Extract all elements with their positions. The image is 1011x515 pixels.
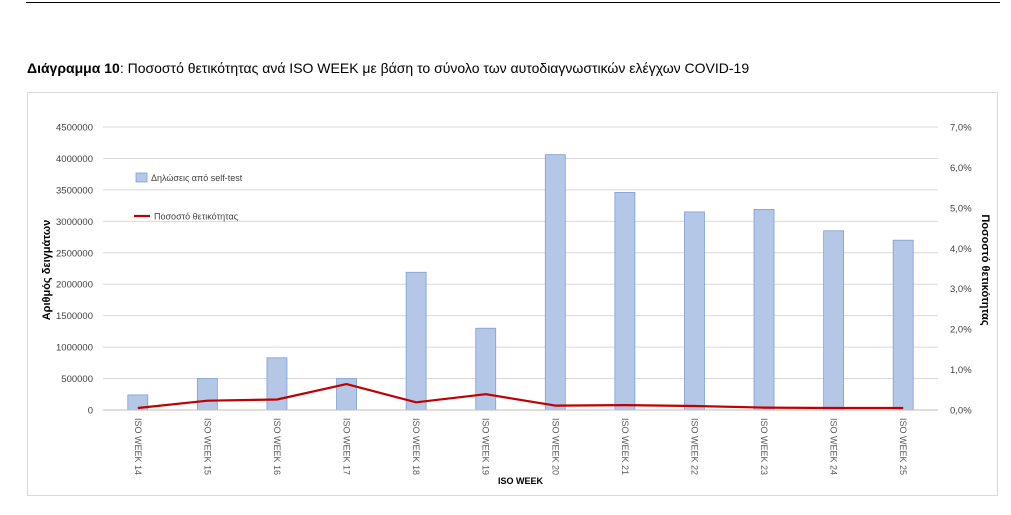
x-tick-label: ISO WEEK 25 [898,418,908,475]
bar [544,154,566,411]
top-rule [26,2,1000,3]
x-tick-label: ISO WEEK 19 [481,418,491,475]
chart-frame [27,92,998,496]
y2-tick-label: 3,0% [950,284,972,295]
bar [823,230,845,411]
y-tick-label: 0 [88,406,93,417]
chart-caption: Διάγραμμα 10: Ποσοστό θετικότητας ανά IS… [27,60,749,76]
x-tick-label: ISO WEEK 17 [342,418,352,475]
y-tick-label: 3000000 [56,217,93,228]
y-tick-label: 1500000 [56,311,93,322]
y-tick-label: 2000000 [56,280,93,291]
y2-tick-label: 4,0% [950,244,972,255]
bar [475,327,497,411]
y-tick-label: 1000000 [56,343,93,354]
y2-tick-label: 6,0% [950,163,972,174]
y2-tick-label: 0,0% [950,406,972,417]
x-tick-label: ISO WEEK 14 [133,418,143,475]
y2-axis-title: Ποσοστό θετικότητας [979,214,991,325]
bar [614,192,636,411]
positivity-line [137,383,904,410]
y2-tick-label: 5,0% [950,203,972,214]
y2-tick-label: 2,0% [950,325,972,336]
y2-tick-label: 1,0% [950,365,972,376]
x-tick-label: ISO WEEK 24 [829,418,839,475]
legend-swatch-bars [135,172,148,183]
y-tick-label: 3500000 [56,185,93,196]
legend-label-bars: Δηλώσεις από self-test [151,173,243,183]
x-tick-label: ISO WEEK 20 [550,418,560,475]
bar [892,239,914,411]
y-tick-label: 4000000 [56,154,93,165]
y-tick-label: 4500000 [56,123,93,134]
x-tick-label: ISO WEEK 16 [272,418,282,475]
bar [405,271,427,411]
x-tick-label: ISO WEEK 21 [620,418,630,475]
x-tick-label: ISO WEEK 23 [759,418,769,475]
x-axis-title: ISO WEEK [498,476,544,486]
y-tick-label: 2500000 [56,248,93,259]
y-tick-label: 500000 [61,374,93,385]
caption-text: : Ποσοστό θετικότητας ανά ISO WEEK με βά… [119,60,750,76]
caption-label: Διάγραμμα 10 [27,60,120,76]
bar [266,357,288,411]
x-tick-label: ISO WEEK 22 [689,418,699,475]
legend-label-line: Ποσοστό θετικότητας [154,212,239,222]
y2-tick-label: 7,0% [950,123,972,134]
bar [684,211,705,411]
bar [196,378,218,411]
bar [753,208,775,411]
x-tick-label: ISO WEEK 18 [411,418,421,475]
x-tick-label: ISO WEEK 15 [202,418,212,475]
y-axis-title: Αριθμός δειγμάτων [41,220,53,321]
